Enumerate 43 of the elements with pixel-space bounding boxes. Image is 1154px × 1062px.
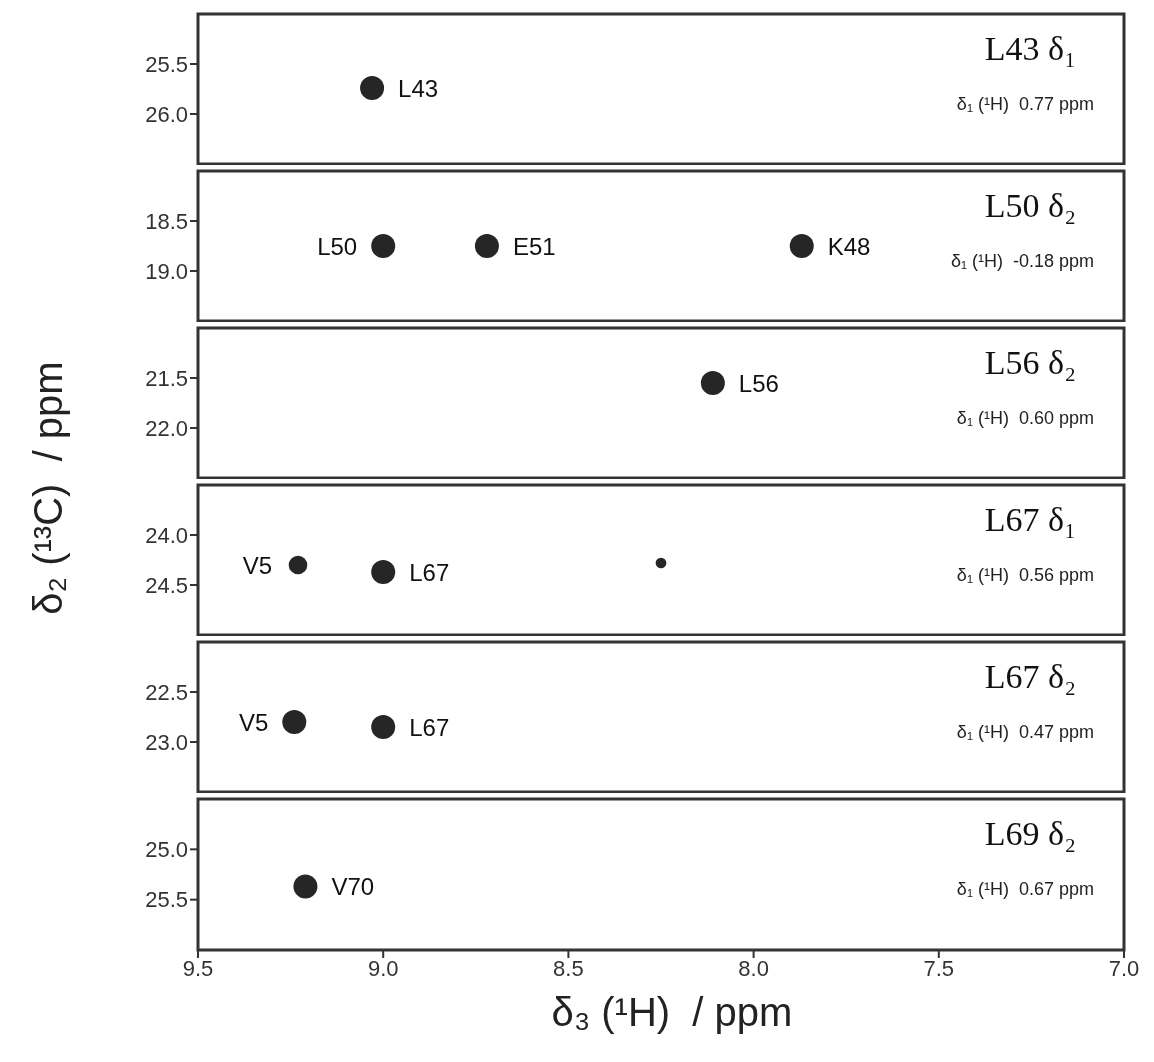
annotation: E51 xyxy=(512,232,556,260)
x-tick-label: 9.5 xyxy=(182,955,214,981)
annotation: K48 xyxy=(827,232,871,260)
y-tick-label: 24.0 xyxy=(145,522,188,548)
text: δ₁ (¹H) 0.60 ppm xyxy=(956,408,1094,429)
x-tick-label: 8.0 xyxy=(738,955,769,981)
text: δ₁ (¹H) 0.77 ppm xyxy=(956,94,1094,115)
annotation: V5 xyxy=(242,551,273,579)
x-tick-label: 9.0 xyxy=(367,955,399,981)
text: L67 δ₁ xyxy=(984,501,1076,539)
x-axis-title: δ₃ (¹H) / ppm xyxy=(550,990,794,1035)
annotation: L43 xyxy=(398,74,439,102)
annotation: L67 xyxy=(409,558,450,586)
text: δ₁ (¹H) 0.47 ppm xyxy=(956,722,1094,743)
x-tick-label: 7.5 xyxy=(923,955,955,981)
text: L43 δ₁ xyxy=(984,30,1076,68)
text: L50 δ₂ xyxy=(984,187,1076,225)
y-tick-label: 22.5 xyxy=(145,679,188,705)
y-tick-label: 24.5 xyxy=(145,572,188,598)
text: L56 δ₂ xyxy=(984,344,1076,382)
y-tick-label: 25.5 xyxy=(145,887,188,913)
annotation: V5 xyxy=(238,708,269,736)
y-tick-label: 25.5 xyxy=(145,51,188,77)
y-tick-label: 25.0 xyxy=(145,837,188,863)
y-tick-label: 19.0 xyxy=(145,258,188,284)
y-tick-label: 26.0 xyxy=(145,101,188,127)
annotation: L56 xyxy=(738,369,779,397)
y-tick-label: 23.0 xyxy=(145,729,188,755)
text: δ₁ (¹H) 0.67 ppm xyxy=(956,879,1094,900)
y-tick-label: 18.5 xyxy=(145,208,188,234)
point xyxy=(288,555,308,575)
y-tick-label: 21.5 xyxy=(145,365,188,391)
y-axis-title: δ₂ (¹³C) / ppm xyxy=(25,361,71,615)
y-tick-label: 22.0 xyxy=(145,415,188,441)
x-tick-label: 7.0 xyxy=(1108,955,1140,981)
annotation: L67 xyxy=(409,713,450,741)
x-tick-label: 8.5 xyxy=(553,955,584,981)
annotation: V70 xyxy=(331,873,375,901)
text: L67 δ₂ xyxy=(984,658,1076,696)
text: δ₁ (¹H) 0.56 ppm xyxy=(956,565,1094,586)
text: δ₁ (¹H) -0.18 ppm xyxy=(950,251,1094,272)
annotation: L50 xyxy=(317,232,358,260)
text: L69 δ₂ xyxy=(984,815,1076,853)
